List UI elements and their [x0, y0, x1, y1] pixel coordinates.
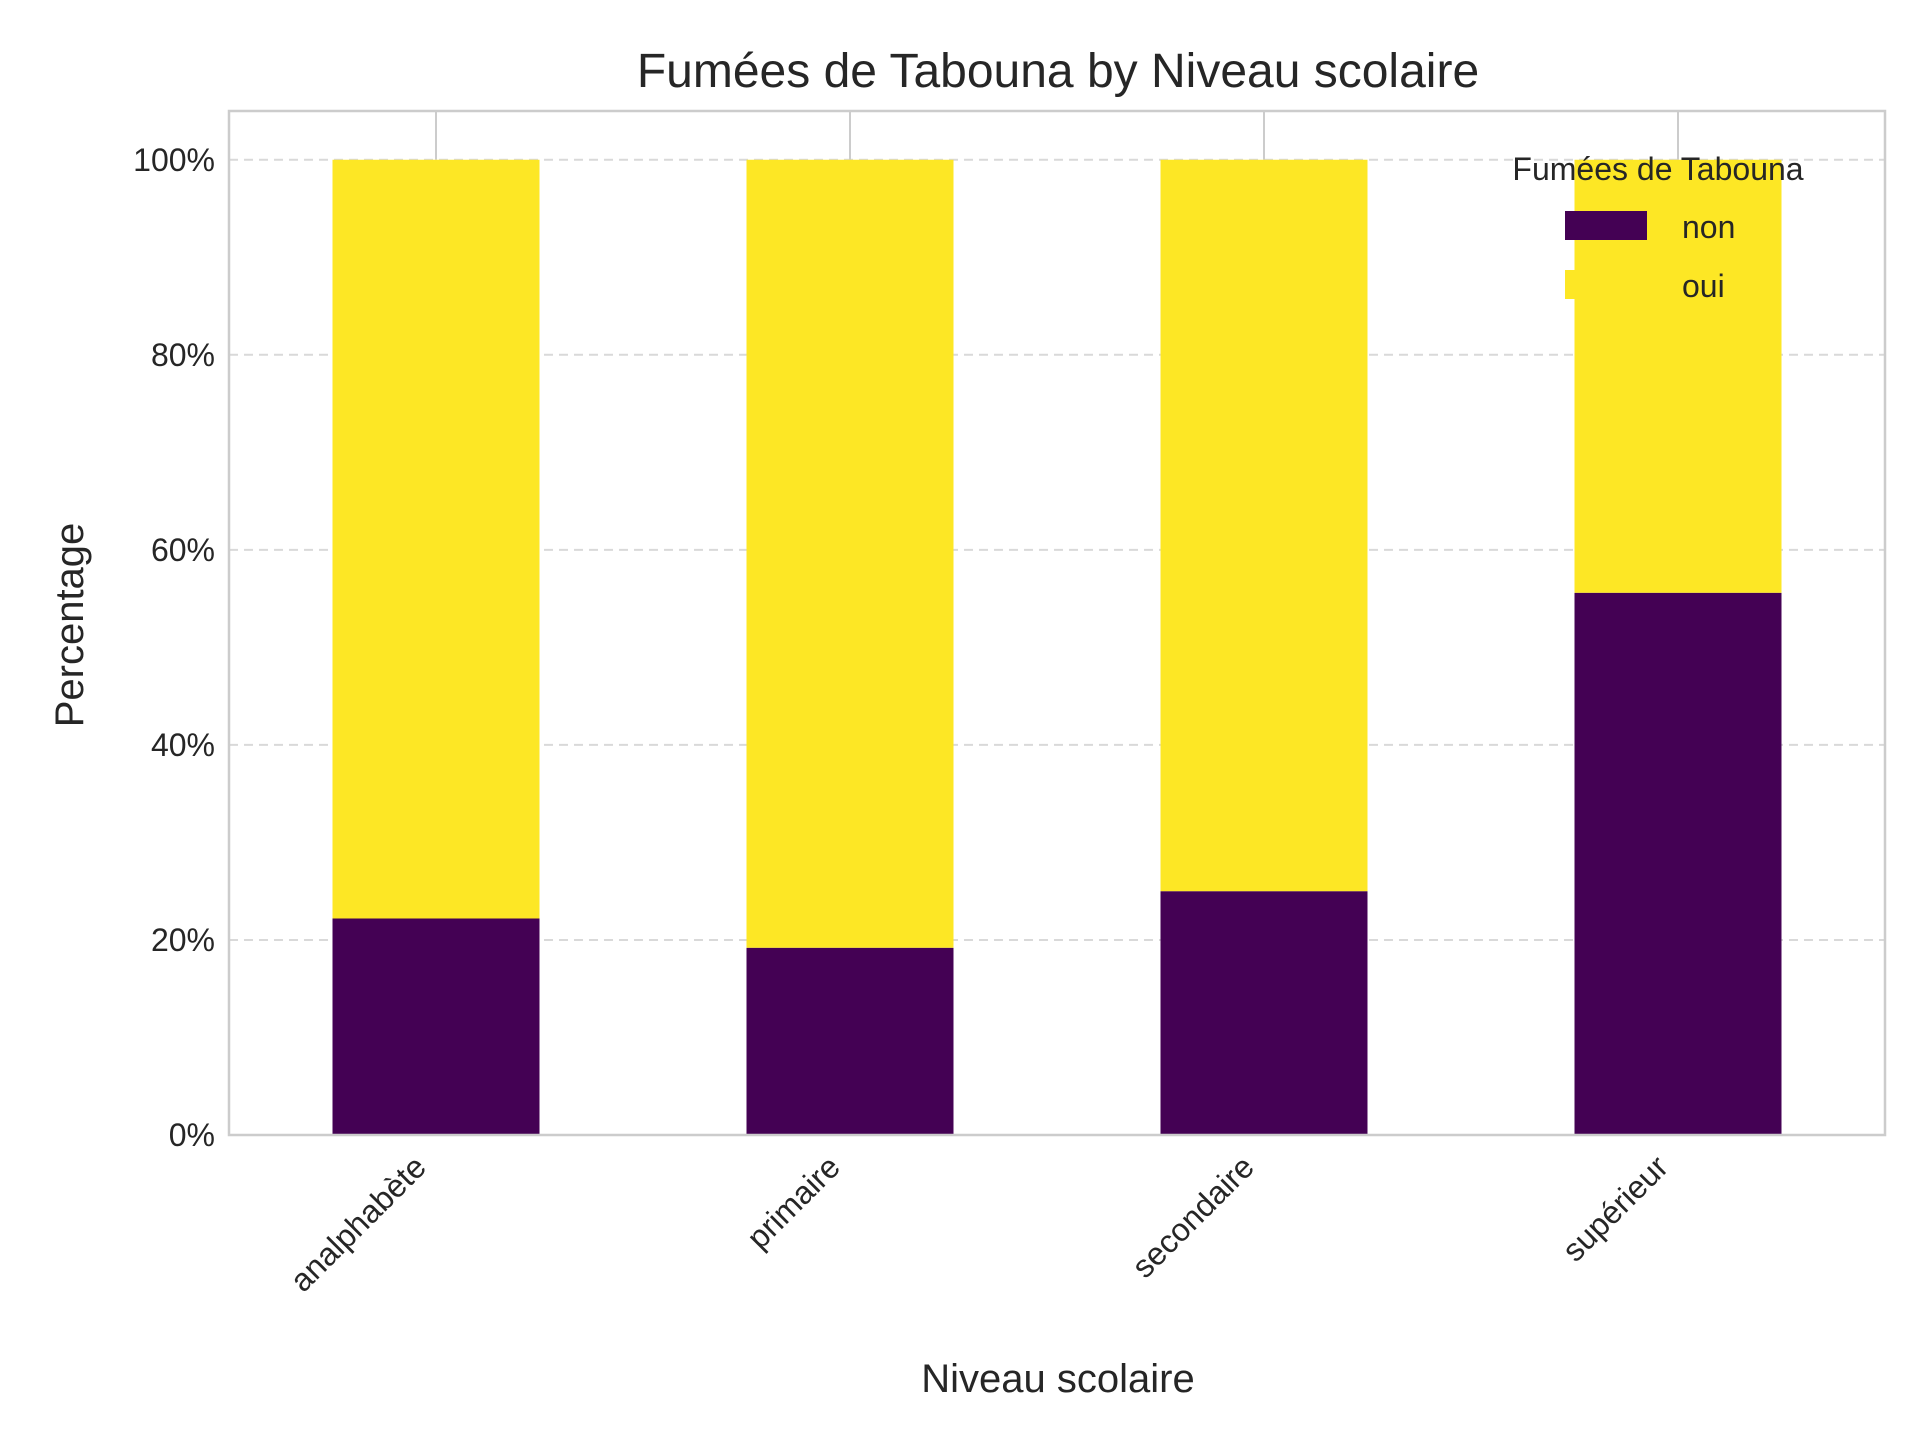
bar-oui-secondaire — [1160, 159, 1368, 892]
bar-non-supérieur — [1574, 592, 1782, 1135]
y-axis-ticks: 0% 20% 40% 60% 80% 100% — [133, 142, 215, 1153]
chart-title: Fumées de Tabouna by Niveau scolaire — [637, 45, 1479, 98]
legend-swatch-non — [1565, 211, 1647, 240]
plot-frame — [227, 109, 1887, 1137]
y-tick-label: 80% — [151, 337, 215, 373]
x-axis-label: Niveau scolaire — [921, 1357, 1194, 1401]
bar-non-primaire — [746, 947, 954, 1135]
bar-oui-analphabète — [332, 159, 540, 919]
y-tick-label: 40% — [151, 727, 215, 763]
y-tick-label: 0% — [169, 1117, 215, 1153]
y-tick-label: 60% — [151, 532, 215, 568]
bars — [332, 159, 1782, 1135]
legend: Fumées de Tabouna non oui — [1512, 151, 1803, 304]
legend-label-non: non — [1682, 209, 1735, 245]
legend-label-oui: oui — [1682, 268, 1725, 304]
y-axis-label: Percentage — [48, 523, 92, 728]
legend-swatch-oui — [1565, 270, 1647, 299]
y-tick-label: 100% — [133, 142, 215, 178]
legend-title: Fumées de Tabouna — [1512, 151, 1803, 187]
bar-non-secondaire — [1160, 891, 1368, 1135]
bar-non-analphabète — [332, 918, 540, 1135]
bar-oui-primaire — [746, 159, 954, 948]
y-tick-label: 20% — [151, 922, 215, 958]
